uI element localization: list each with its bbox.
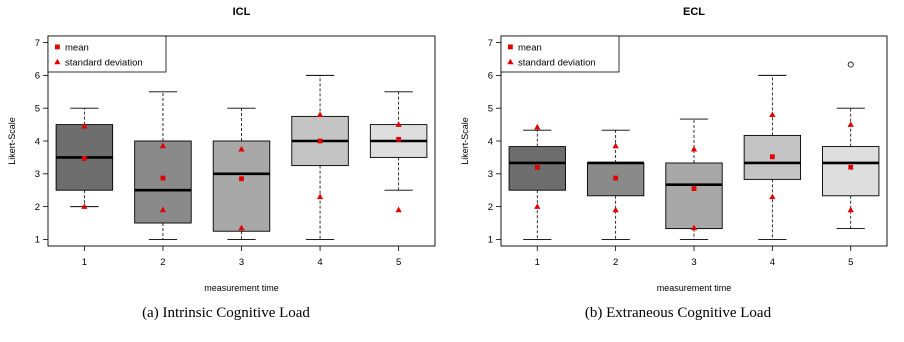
x-tick-label: 3 — [239, 257, 244, 268]
sd-low-marker — [612, 206, 619, 213]
mean-marker — [691, 186, 697, 191]
y-tick-label: 5 — [35, 103, 40, 114]
sd-low-marker — [316, 193, 324, 200]
legend-box — [500, 35, 620, 73]
outlier-point — [847, 61, 854, 68]
legend-sd-label: standard deviation — [518, 58, 596, 69]
x-tick-label: 1 — [535, 257, 540, 268]
box-1 — [55, 107, 114, 209]
legend-sd-swatch — [54, 58, 61, 65]
mean-marker — [396, 136, 402, 142]
legend-mean-label: mean — [518, 43, 542, 54]
y-axis-label: Likert-Scale — [7, 117, 17, 165]
sd-low-marker — [847, 206, 854, 213]
y-tick-label: 7 — [35, 38, 40, 49]
box-5 — [369, 91, 428, 213]
sd-high-marker — [316, 111, 324, 118]
y-tick-label: 6 — [488, 71, 493, 82]
caption-b: (b) Extraneous Cognitive Load — [584, 305, 772, 321]
x-tick-label: 3 — [691, 257, 696, 268]
x-tick-label: 1 — [82, 257, 87, 268]
x-tick-label: 5 — [848, 257, 853, 268]
iqr-box — [212, 140, 271, 232]
iqr-box — [665, 162, 723, 230]
box-4 — [291, 74, 349, 240]
y-tick-label: 6 — [35, 71, 40, 82]
box-5 — [822, 61, 880, 230]
chart-2: ECL Likert-Scale measurement time 1 2 3 4 5 6 7 1 2… — [460, 6, 888, 293]
legend: mean standard deviation — [47, 35, 167, 73]
legend-mean-swatch — [508, 44, 513, 50]
plot-frame — [47, 35, 436, 247]
box-2 — [586, 129, 645, 240]
y-tick-label: 4 — [35, 136, 40, 147]
plot-frame — [500, 35, 888, 247]
figure: ICL Likert-Scale measurement time 1 2 3 4 5 6 7 1 2… — [7, 6, 888, 293]
mean-marker — [81, 155, 87, 161]
sd-high-marker — [690, 145, 698, 152]
sd-high-marker — [238, 145, 245, 152]
legend-sd-swatch — [507, 58, 514, 65]
box-3 — [212, 107, 271, 240]
legend-mean-swatch — [55, 44, 60, 50]
y-tick-label: 2 — [35, 202, 40, 213]
sd-high-marker — [769, 111, 776, 118]
sd-low-marker — [238, 224, 245, 231]
sd-high-marker — [534, 123, 541, 130]
mean-marker — [317, 138, 323, 144]
sd-low-marker — [769, 193, 776, 200]
chart-title: ICL — [233, 6, 251, 18]
sd-high-marker — [847, 121, 854, 127]
y-tick-label: 5 — [488, 103, 493, 114]
sd-high-marker — [612, 142, 619, 149]
legend-sd-label: standard deviation — [65, 58, 143, 69]
legend: mean standard deviation — [500, 35, 620, 73]
x-tick-label: 2 — [613, 257, 618, 268]
sd-low-marker — [534, 203, 541, 209]
y-tick-label: 4 — [488, 136, 493, 147]
x-tick-label: 2 — [160, 257, 165, 268]
mean-marker — [769, 154, 775, 160]
box-1 — [508, 123, 566, 240]
y-tick-label: 7 — [488, 38, 493, 49]
y-tick-label: 3 — [35, 169, 40, 180]
x-tick-label: 4 — [317, 257, 322, 268]
chart-1: ICL Likert-Scale measurement time 1 2 3 4 5 6 7 1 2… — [7, 6, 436, 293]
legend-box — [47, 35, 167, 73]
sd-high-marker — [395, 121, 402, 127]
sd-high-marker — [159, 142, 167, 149]
x-axis-label: measurement time — [657, 283, 732, 293]
x-axis-label: measurement time — [204, 283, 279, 293]
sd-low-marker — [690, 224, 698, 231]
mean-marker — [239, 176, 244, 182]
box-3 — [665, 118, 723, 240]
y-tick-label: 1 — [488, 235, 493, 246]
x-tick-label: 4 — [770, 257, 775, 268]
y-axis-label: Likert-Scale — [460, 117, 470, 165]
sd-low-marker — [395, 206, 402, 213]
chart-title: ECL — [683, 6, 705, 18]
legend-mean-label: mean — [65, 43, 89, 54]
mean-marker — [534, 164, 540, 170]
sd-low-marker — [81, 203, 88, 209]
sd-low-marker — [159, 206, 167, 213]
sd-high-marker — [81, 122, 88, 129]
y-tick-label: 2 — [488, 202, 493, 213]
y-tick-label: 3 — [488, 169, 493, 180]
box-4 — [743, 74, 802, 240]
y-tick-label: 1 — [35, 235, 40, 246]
iqr-box — [822, 146, 880, 197]
caption-a: (a) Intrinsic Cognitive Load — [142, 305, 310, 321]
mean-marker — [160, 175, 166, 181]
mean-marker — [613, 175, 619, 181]
mean-marker — [848, 164, 854, 170]
box-2 — [134, 91, 192, 240]
x-tick-label: 5 — [396, 257, 401, 268]
